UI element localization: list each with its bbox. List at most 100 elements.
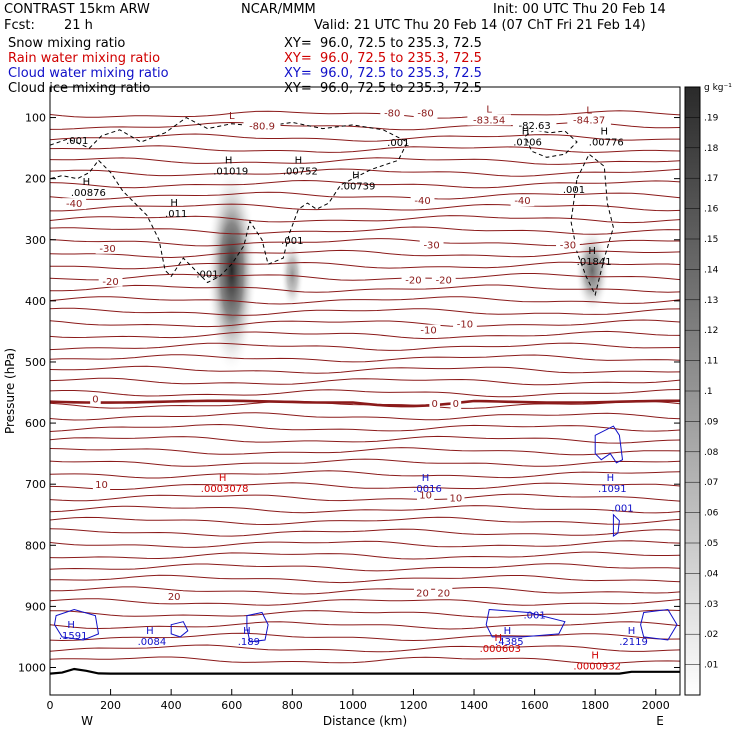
colorbar-label: .16 bbox=[704, 205, 719, 215]
forecast-label: Fcst: bbox=[4, 18, 35, 33]
colorbar-label: .09 bbox=[704, 417, 719, 427]
isotherm-line bbox=[50, 215, 680, 224]
isotherm-label-bg bbox=[92, 479, 111, 491]
snow-contour-east bbox=[570, 153, 614, 297]
isotherm-line bbox=[50, 516, 680, 526]
isotherm-line bbox=[50, 226, 680, 235]
isotherm-label: -40 bbox=[414, 196, 430, 207]
x-tick-label: 0 bbox=[47, 699, 54, 712]
field-label-cloud-ice: Cloud ice mixing ratio bbox=[8, 81, 151, 96]
x-tick-label: 1200 bbox=[399, 699, 427, 712]
contour-label: .001 bbox=[196, 269, 218, 280]
colorbar-label: .1 bbox=[704, 387, 713, 397]
extremum-marker: H bbox=[495, 633, 503, 644]
cloud-water-contour bbox=[170, 621, 189, 638]
colorbar-label: .02 bbox=[704, 630, 718, 640]
isotherm-label: 0 bbox=[431, 399, 437, 410]
isotherm-label-bg bbox=[98, 275, 123, 287]
isotherm-line bbox=[50, 598, 680, 606]
isotherm-line bbox=[50, 493, 680, 502]
contour-label: .001 bbox=[281, 236, 303, 247]
extremum-value: .1091 bbox=[598, 484, 627, 495]
isotherm-line bbox=[50, 145, 680, 153]
cloud-water-contour bbox=[485, 608, 566, 638]
y-tick-label: 200 bbox=[25, 173, 46, 186]
isotherm-label-bg bbox=[416, 324, 441, 336]
isotherm-line bbox=[50, 482, 680, 490]
extremum-marker: H bbox=[607, 473, 615, 484]
isotherm-label: -83.54 bbox=[473, 115, 505, 126]
colorbar-label: .08 bbox=[704, 448, 719, 458]
x-tick-label: 1000 bbox=[339, 699, 367, 712]
plot-frame bbox=[49, 86, 681, 696]
isotherm-label: -80 bbox=[384, 109, 400, 120]
isotherm-line bbox=[50, 157, 680, 165]
contour-label: .001 bbox=[523, 610, 545, 621]
isotherm-label-bg bbox=[431, 274, 456, 286]
west-label: W bbox=[81, 714, 93, 728]
isotherm-label: 10 bbox=[419, 491, 432, 502]
x-tick-label: 200 bbox=[100, 699, 121, 712]
freezing-level-line bbox=[50, 399, 680, 408]
extremum-value: .0000932 bbox=[573, 661, 621, 672]
extremum-value: .0016 bbox=[413, 484, 442, 495]
isotherm-label: -30 bbox=[560, 241, 576, 252]
extremum-marker: L bbox=[586, 105, 592, 116]
isotherm-label-bg bbox=[413, 107, 438, 119]
x-axis-label: Distance (km) bbox=[323, 714, 407, 728]
colorbar-label: .13 bbox=[704, 296, 718, 306]
isotherm-line bbox=[50, 389, 680, 398]
valid-time: Valid: 21 UTC Thu 20 Feb 14 (07 ChT Fri … bbox=[314, 18, 646, 33]
y-tick-label: 1000 bbox=[18, 662, 46, 675]
isotherm-line bbox=[50, 563, 680, 572]
isotherm-label-bg bbox=[450, 397, 462, 409]
colorbar-label: .04 bbox=[704, 569, 719, 579]
isotherm-line bbox=[50, 296, 680, 305]
isotherm-label: 20 bbox=[437, 588, 450, 599]
isotherm-label: 20 bbox=[416, 588, 429, 599]
isotherm-label-bg bbox=[243, 120, 281, 132]
y-tick-label: 100 bbox=[25, 112, 46, 125]
extremum-marker: H bbox=[504, 626, 512, 637]
extremum-value: .00752 bbox=[283, 166, 318, 177]
contour-label: .001 bbox=[563, 185, 585, 196]
colorbar-label: .17 bbox=[704, 174, 718, 184]
extremum-value: .01019 bbox=[213, 166, 248, 177]
isotherm-line bbox=[50, 586, 680, 595]
cloud-water-contour bbox=[640, 608, 678, 641]
extremum-value: .1591 bbox=[59, 631, 88, 642]
cloud-water-contour bbox=[246, 611, 269, 643]
extremum-marker: H bbox=[591, 650, 599, 661]
isotherm-label-bg bbox=[90, 393, 101, 405]
isotherm-line bbox=[50, 447, 680, 456]
isotherm-line bbox=[50, 365, 680, 374]
extremum-value: .4385 bbox=[495, 637, 524, 648]
extremum-marker: H bbox=[243, 626, 251, 637]
isotherm-line bbox=[50, 203, 680, 212]
field-xy-rain: XY= 96.0, 72.5 to 235.3, 72.5 bbox=[284, 51, 482, 66]
extremum-value: .2119 bbox=[619, 637, 648, 648]
isotherm-line bbox=[50, 110, 680, 119]
extremum-value: .0003078 bbox=[201, 484, 249, 495]
extremum-value: .0106 bbox=[513, 138, 542, 149]
forecast-hour: 21 h bbox=[64, 18, 93, 33]
isotherm-label: -80.9 bbox=[249, 122, 275, 133]
isotherm-label-bg bbox=[401, 274, 426, 286]
extremum-marker: H bbox=[352, 171, 360, 182]
contour-label: .001 bbox=[387, 138, 409, 149]
isotherm-label: 0 bbox=[92, 395, 98, 406]
extremum-marker: H bbox=[522, 127, 530, 138]
isotherm-line bbox=[50, 528, 680, 537]
model-title: CONTRAST 15km ARW bbox=[4, 2, 150, 17]
isotherm-label: -82.63 bbox=[518, 121, 550, 132]
extremum-marker: H bbox=[219, 473, 227, 484]
isotherm-line bbox=[50, 470, 680, 479]
field-xy-cloud-ice: XY= 96.0, 72.5 to 235.3, 72.5 bbox=[284, 81, 482, 96]
field-xy-snow: XY= 96.0, 72.5 to 235.3, 72.5 bbox=[284, 36, 482, 51]
y-tick-label: 300 bbox=[25, 234, 46, 247]
colorbar-label: .05 bbox=[704, 539, 718, 549]
east-label: E bbox=[656, 714, 664, 728]
extremum-value: .189 bbox=[238, 637, 260, 648]
extremum-marker: H bbox=[67, 620, 75, 631]
